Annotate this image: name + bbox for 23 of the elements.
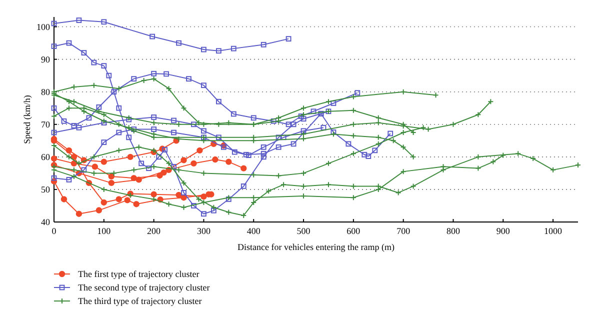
x-tick-label: 300 [196,226,211,236]
y-tick-label: 100 [36,22,50,32]
legend-label: The third type of trajectory cluster [78,296,202,306]
x-tick-label: 100 [97,226,112,236]
y-tick-label: 90 [41,54,50,64]
x-tick-label: 400 [246,226,261,236]
x-tick-label: 600 [346,226,361,236]
x-tick-label: 1000 [544,226,563,236]
x-tick-label: 0 [52,226,57,236]
legend-label: The second type of trajectory cluster [78,282,210,293]
x-axis-title: Distance for vehicles entering the ramp (m) [238,242,394,252]
y-tick-label: 60 [41,152,50,162]
legend-label: The first type of trajectory cluster [78,269,200,280]
y-axis-title: Speed (km/h) [22,95,32,144]
y-tick-label: 40 [41,217,50,228]
x-tick-label: 900 [496,226,510,236]
x-tick-label: 200 [147,226,162,236]
x-tick-label: 700 [396,226,411,236]
y-tick-label: 80 [41,86,50,97]
y-tick-label: 70 [41,120,50,130]
x-tick-label: 500 [296,226,311,236]
y-tick-label: 50 [41,184,50,195]
x-tick-label: 800 [446,226,460,236]
